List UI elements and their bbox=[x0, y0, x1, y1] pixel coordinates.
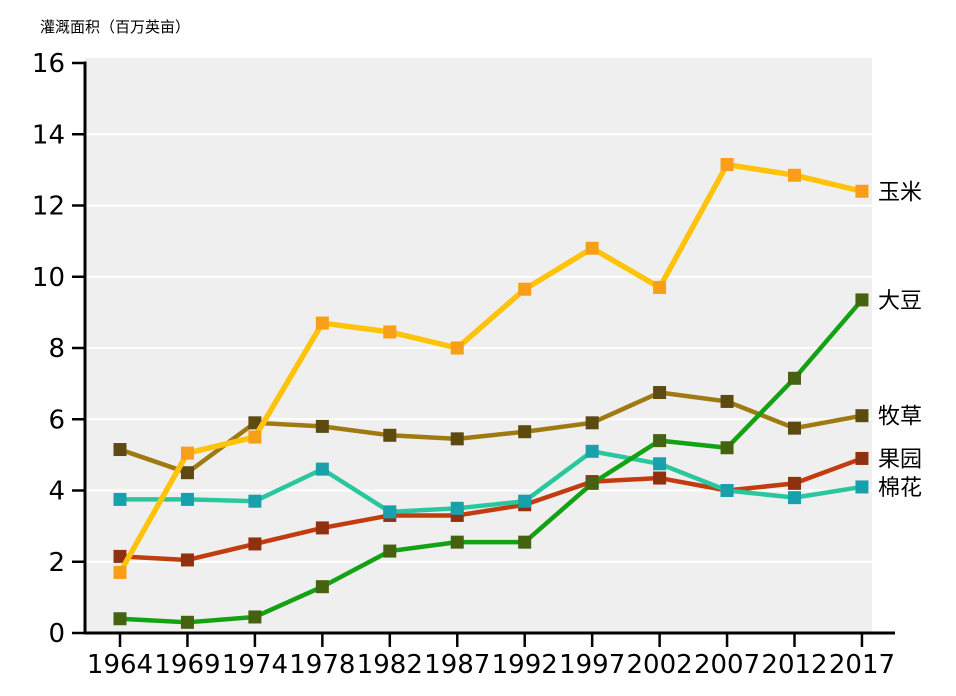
series-marker-hay-2002 bbox=[653, 386, 667, 400]
series-marker-corn-1974 bbox=[248, 430, 262, 444]
series-marker-hay-1974 bbox=[248, 416, 262, 430]
series-marker-soybean-2002 bbox=[653, 434, 667, 448]
series-marker-corn-1992 bbox=[518, 282, 532, 296]
series-line-corn bbox=[117, 161, 865, 576]
x-tick-label-2007: 2007 bbox=[694, 650, 760, 680]
x-tick-label-2017: 2017 bbox=[829, 650, 895, 680]
series-marker-orchard-2012 bbox=[788, 476, 801, 490]
series-marker-soybean-1987 bbox=[450, 535, 464, 549]
series-marker-corn-1987 bbox=[450, 341, 464, 355]
series-marker-corn-1982 bbox=[383, 325, 397, 339]
x-tick-label-1997: 1997 bbox=[559, 650, 625, 680]
x-tick-label-2002: 2002 bbox=[627, 650, 693, 680]
series-marker-hay-1997 bbox=[585, 416, 599, 430]
series-marker-soybean-1964 bbox=[113, 612, 127, 626]
series-marker-corn-2007 bbox=[720, 158, 734, 172]
series-marker-soybean-1997 bbox=[585, 476, 599, 490]
y-tick-label-0: 0 bbox=[48, 619, 65, 649]
chart-title: 灌溉面积（百万英亩） bbox=[40, 18, 190, 36]
series-line-hay bbox=[117, 390, 865, 475]
series-marker-corn-2002 bbox=[653, 280, 667, 294]
series-line-orchard bbox=[117, 456, 865, 563]
series-marker-soybean-2007 bbox=[720, 441, 734, 455]
x-tick-label-1982: 1982 bbox=[357, 650, 423, 680]
series-marker-soybean-1978 bbox=[315, 580, 329, 594]
series-marker-orchard-1978 bbox=[315, 521, 329, 535]
series-marker-corn-2012 bbox=[788, 168, 801, 182]
series-marker-cotton-1992 bbox=[518, 494, 532, 508]
y-tick-label-4: 4 bbox=[48, 477, 65, 507]
y-tick-label-12: 12 bbox=[32, 192, 65, 222]
series-marker-cotton-1997 bbox=[585, 444, 599, 458]
series-line-soybean bbox=[117, 297, 865, 625]
x-tick-label-2012: 2012 bbox=[761, 650, 827, 680]
series-label-corn: 玉米 bbox=[878, 180, 922, 205]
y-tick-label-16: 16 bbox=[32, 49, 65, 79]
series-marker-hay-1978 bbox=[315, 419, 329, 433]
series-marker-cotton-2002 bbox=[653, 457, 667, 471]
x-tick-label-1964: 1964 bbox=[87, 650, 153, 680]
series-marker-orchard-1974 bbox=[248, 537, 262, 551]
series-marker-corn-1964 bbox=[113, 565, 127, 579]
y-tick-label-10: 10 bbox=[32, 263, 65, 293]
y-tick-label-2: 2 bbox=[48, 548, 65, 578]
series-marker-hay-1987 bbox=[450, 432, 464, 446]
y-tick-label-14: 14 bbox=[32, 120, 65, 150]
series-marker-corn-2017 bbox=[855, 184, 869, 198]
series-label-cotton: 棉花 bbox=[878, 476, 922, 501]
x-tick-label-1992: 1992 bbox=[492, 650, 558, 680]
series-marker-cotton-1969 bbox=[180, 492, 194, 506]
x-tick-label-1987: 1987 bbox=[424, 650, 490, 680]
series-marker-cotton-1978 bbox=[315, 462, 329, 476]
series-marker-hay-1969 bbox=[180, 466, 194, 480]
series-marker-cotton-2017 bbox=[855, 480, 869, 494]
series-marker-hay-1982 bbox=[383, 428, 397, 442]
series-marker-orchard-1964 bbox=[113, 549, 127, 563]
series-marker-hay-2007 bbox=[720, 394, 734, 408]
plot-background bbox=[85, 58, 872, 633]
series-label-hay: 牧草 bbox=[878, 405, 922, 430]
series-marker-soybean-2017 bbox=[855, 293, 869, 307]
series-marker-soybean-1974 bbox=[248, 610, 262, 624]
y-tick-label-8: 8 bbox=[48, 334, 65, 364]
series-marker-orchard-2002 bbox=[653, 471, 667, 485]
series-marker-orchard-1969 bbox=[180, 553, 194, 567]
y-tick-label-6: 6 bbox=[48, 405, 65, 435]
series-marker-hay-2017 bbox=[855, 409, 869, 423]
x-tick-label-1978: 1978 bbox=[289, 650, 355, 680]
series-marker-cotton-1964 bbox=[113, 492, 127, 506]
series-line-cotton bbox=[117, 449, 865, 515]
series-marker-corn-1978 bbox=[315, 316, 329, 330]
series-marker-soybean-1992 bbox=[518, 535, 532, 549]
series-marker-corn-1969 bbox=[180, 446, 194, 460]
x-tick-label-1969: 1969 bbox=[154, 650, 220, 680]
series-marker-soybean-2012 bbox=[788, 371, 801, 385]
series-marker-cotton-2007 bbox=[720, 484, 734, 497]
series-marker-hay-2012 bbox=[788, 421, 801, 435]
series-marker-soybean-1969 bbox=[180, 615, 194, 629]
series-marker-orchard-2017 bbox=[855, 451, 869, 465]
x-tick-label-1974: 1974 bbox=[222, 650, 288, 680]
series-marker-cotton-1982 bbox=[383, 505, 397, 519]
series-label-orchard: 果园 bbox=[878, 447, 922, 472]
series-marker-hay-1964 bbox=[113, 443, 127, 457]
series-marker-soybean-1982 bbox=[383, 544, 397, 558]
series-marker-hay-1992 bbox=[518, 425, 532, 439]
series-marker-cotton-1987 bbox=[450, 501, 464, 515]
series-marker-cotton-1974 bbox=[248, 494, 262, 508]
series-marker-cotton-2012 bbox=[788, 491, 801, 505]
series-label-soybean: 大豆 bbox=[878, 289, 922, 314]
series-marker-corn-1997 bbox=[585, 241, 599, 255]
